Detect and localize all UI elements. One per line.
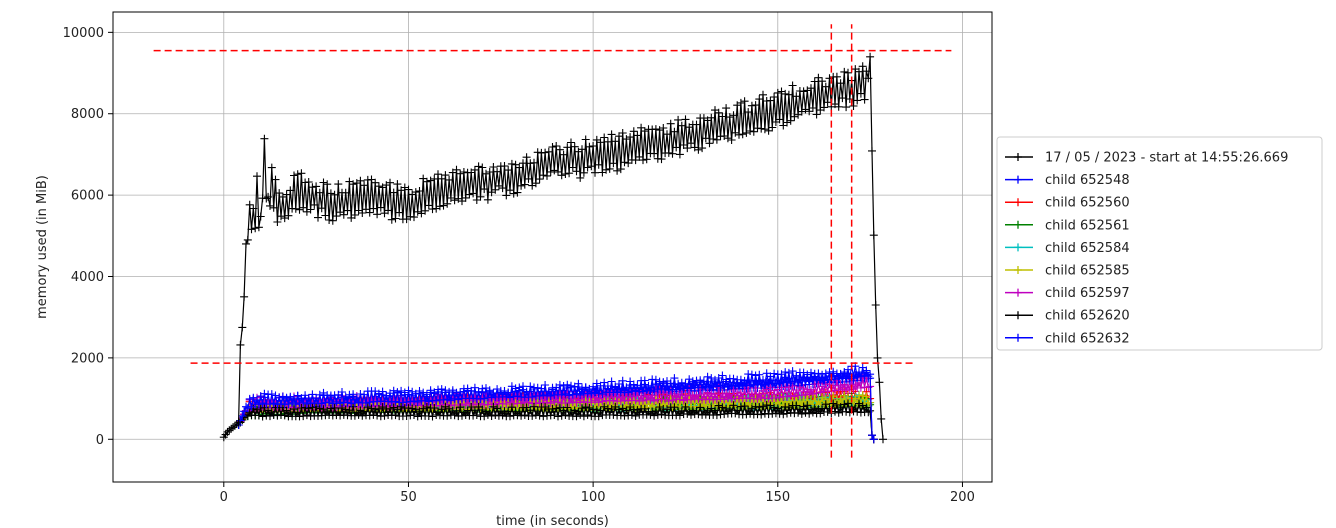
plot-series (219, 52, 887, 444)
legend-item: child 652561 (1005, 218, 1130, 233)
legend-item: child 652548 (1005, 173, 1130, 188)
reference-lines (153, 24, 952, 458)
legend-swatch-marker (1014, 243, 1022, 252)
legend-label: child 652620 (1045, 309, 1130, 324)
legend-swatch-marker (1014, 153, 1022, 161)
legend-label: child 652561 (1045, 218, 1130, 233)
y-tick-label: 4000 (71, 270, 104, 285)
legend-box (996, 136, 1323, 351)
x-tick-label: 100 (581, 490, 606, 505)
legend-label: child 652632 (1045, 331, 1130, 346)
legend-swatch-marker (1014, 288, 1022, 297)
plot-frame (112, 11, 993, 483)
x-tick-label: 200 (950, 490, 975, 505)
series-markers (219, 52, 887, 444)
legend-label: child 652584 (1045, 241, 1130, 256)
y-tick-label: 10000 (63, 26, 104, 41)
legend-label: child 652560 (1045, 196, 1130, 211)
x-tick-label: 150 (765, 490, 790, 505)
x-tick-label: 0 (220, 490, 228, 505)
legend-item: child 652597 (1005, 286, 1130, 301)
legend-item: child 652585 (1005, 264, 1130, 279)
legend-swatch-marker (1014, 266, 1022, 274)
y-tick-label: 0 (96, 433, 104, 448)
legend-label: child 652548 (1045, 173, 1130, 188)
x-axis-label: time (in seconds) (496, 514, 609, 528)
y-tick-label: 2000 (71, 351, 104, 366)
legend-swatch-marker (1014, 198, 1022, 207)
legend-item: 17 / 05 / 2023 - start at 14:55:26.669 (1005, 151, 1288, 166)
legend-label: child 652585 (1045, 264, 1130, 279)
series-0 (219, 52, 887, 444)
y-axis-label: memory used (in MiB) (35, 175, 50, 319)
y-tick-label: 8000 (71, 107, 104, 122)
legend-swatch-marker (1014, 175, 1022, 184)
legend-swatch-marker (1014, 311, 1022, 320)
series-line (223, 56, 884, 440)
legend-item: child 652632 (1005, 331, 1130, 346)
legend-label: 17 / 05 / 2023 - start at 14:55:26.669 (1045, 151, 1288, 166)
y-tick-label: 6000 (71, 189, 104, 204)
legend-swatch-marker (1014, 220, 1022, 229)
x-tick-label: 50 (400, 490, 417, 505)
grid-lines (113, 12, 992, 482)
legend-item: child 652560 (1005, 196, 1130, 211)
legend-swatch-marker (1014, 333, 1022, 342)
legend-item: child 652584 (1005, 241, 1130, 256)
legend-item: child 652620 (1005, 309, 1130, 324)
series-7 (234, 399, 878, 444)
legend-label: child 652597 (1045, 286, 1130, 301)
legend: 17 / 05 / 2023 - start at 14:55:26.669 ch… (996, 136, 1323, 351)
